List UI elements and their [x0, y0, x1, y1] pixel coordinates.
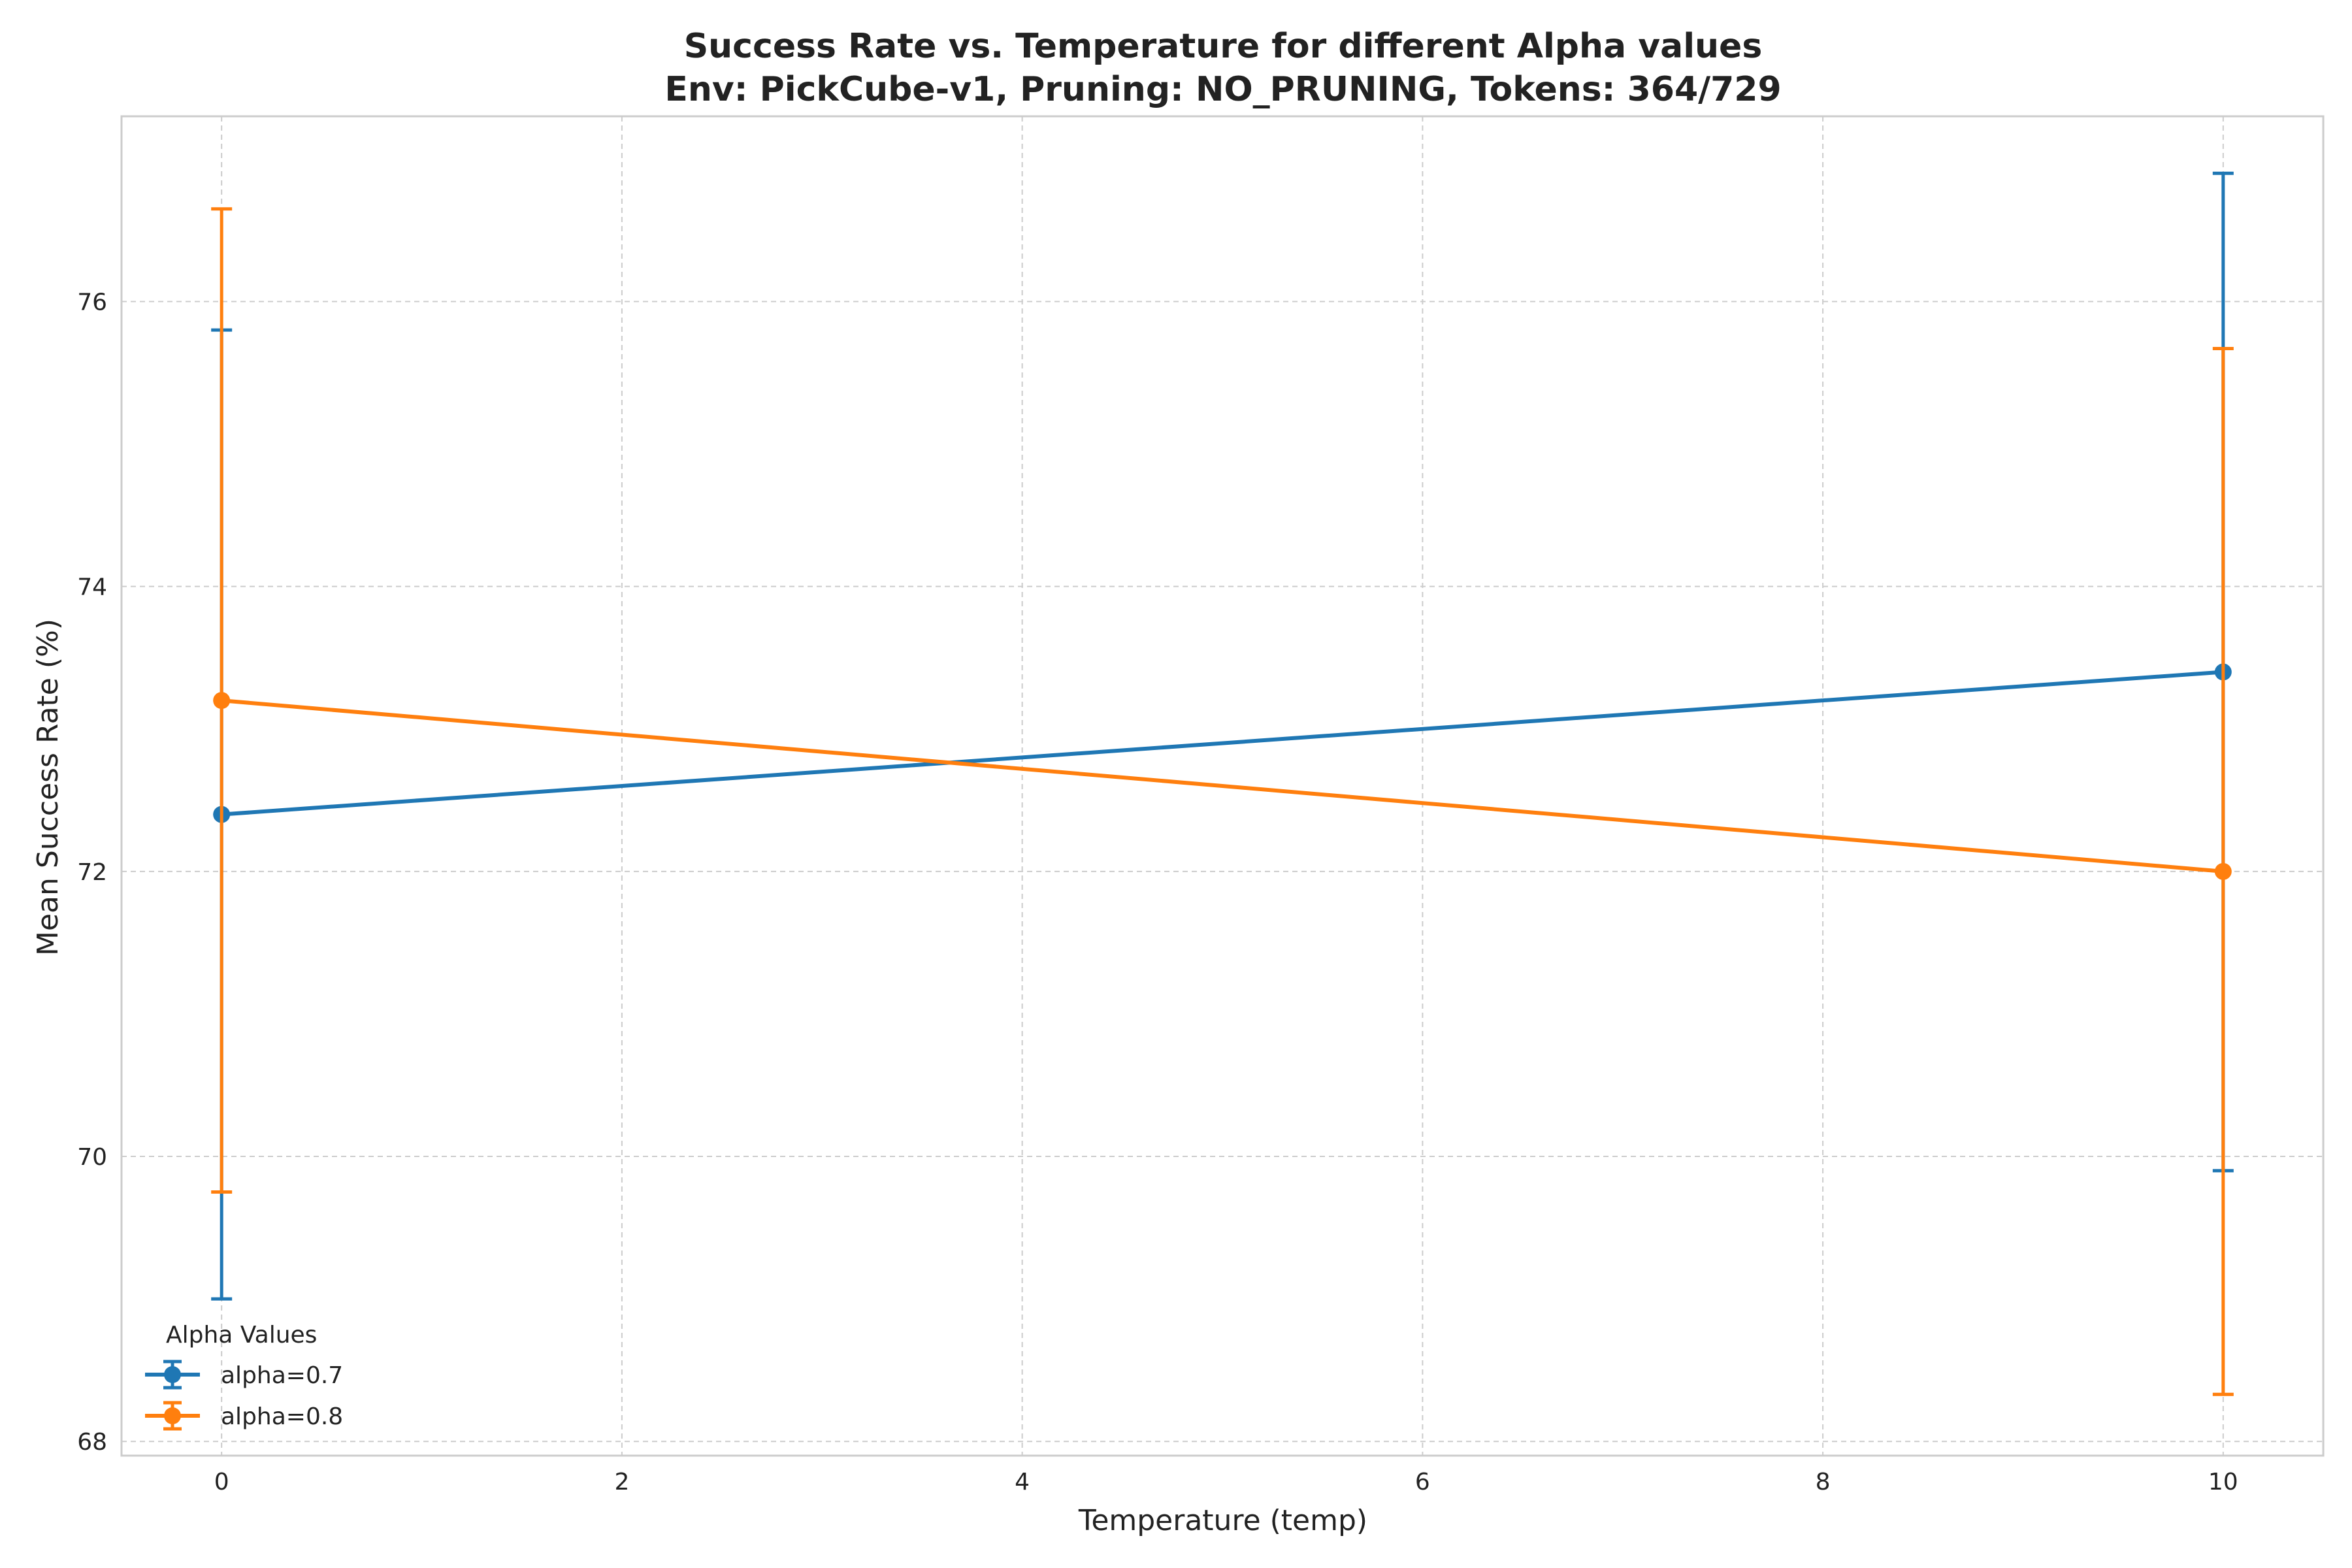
x-axis-ticks: 0 2 4 6 8 10	[214, 1469, 2238, 1495]
legend-item: alpha=0.7	[145, 1360, 343, 1390]
y-tick-label: 76	[77, 289, 107, 316]
legend-items: alpha=0.7 alpha=0.8	[145, 1360, 343, 1431]
x-tick-label: 10	[2208, 1469, 2238, 1495]
plot-area-frame	[120, 115, 2325, 1457]
legend-label: alpha=0.7	[221, 1362, 343, 1389]
legend-swatch-marker	[164, 1407, 181, 1424]
data-point	[213, 692, 231, 710]
legend-title: Alpha Values	[166, 1322, 317, 1348]
series-layer	[211, 171, 2234, 1396]
x-tick-label: 2	[614, 1469, 629, 1495]
series-alpha=0.8	[211, 207, 2234, 1396]
x-tick-label: 8	[1816, 1469, 1831, 1495]
legend-swatch-marker	[164, 1366, 181, 1383]
legend: Alpha Values alpha=0.7 alpha=0.8	[145, 1322, 343, 1431]
legend-item: alpha=0.8	[145, 1401, 343, 1431]
series-line	[221, 670, 2224, 817]
x-axis-label: Temperature (temp)	[1078, 1504, 1367, 1537]
y-tick-label: 70	[77, 1144, 107, 1171]
y-tick-label: 68	[77, 1429, 107, 1456]
y-tick-label: 72	[77, 859, 107, 886]
x-tick-label: 0	[214, 1469, 229, 1495]
y-axis-ticks: 68 70 72 74 76	[77, 289, 107, 1456]
series-line	[221, 698, 2224, 874]
y-tick-label: 74	[77, 574, 107, 601]
chart-subtitle: Env: PickCube-v1, Pruning: NO_PRUNING, T…	[664, 70, 1781, 109]
y-axis-label: Mean Success Rate (%)	[31, 619, 65, 956]
chart-title: Success Rate vs. Temperature for differe…	[684, 27, 1763, 66]
data-point	[2214, 862, 2232, 880]
x-tick-label: 4	[1015, 1469, 1030, 1495]
x-tick-label: 6	[1415, 1469, 1430, 1495]
legend-label: alpha=0.8	[221, 1403, 343, 1430]
